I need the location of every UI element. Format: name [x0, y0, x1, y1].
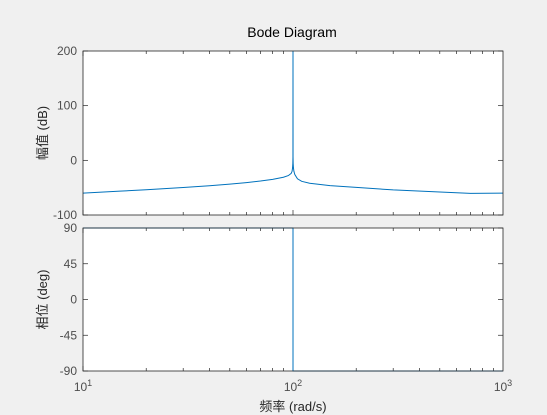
- y-tick-label: -100: [53, 208, 77, 222]
- y-tick-label: -45: [60, 328, 78, 342]
- y-tick-label: 200: [57, 44, 77, 58]
- y-tick-label: 45: [64, 257, 78, 271]
- phase-tick-labels: -90 -45 0 45 90 101 102 103: [60, 221, 513, 394]
- phase-ylabel: 相位 (deg): [35, 270, 50, 330]
- y-tick-label: 0: [70, 153, 77, 167]
- magnitude-ylabel: 幅值 (dB): [35, 106, 50, 160]
- x-tick-label: 101: [74, 378, 92, 394]
- phase-frame: [82, 227, 504, 372]
- magnitude-axes[interactable]: -100 0 100 200 幅值 (dB): [35, 44, 504, 222]
- x-tick-label: 103: [494, 378, 512, 394]
- y-tick-label: 0: [70, 293, 77, 307]
- magnitude-curve: [82, 50, 504, 194]
- magnitude-frame: [82, 50, 504, 216]
- frequency-xlabel: 频率 (rad/s): [259, 399, 326, 414]
- magnitude-ticks: [82, 50, 503, 216]
- y-tick-label: 100: [57, 99, 77, 113]
- phase-axes[interactable]: -90 -45 0 45 90 101 102 103 相位 (deg) 频率 (rad/s): [35, 221, 512, 414]
- x-tick-label: 102: [284, 378, 302, 394]
- magnitude-tick-labels: -100 0 100 200: [53, 44, 77, 222]
- y-tick-label: 90: [64, 221, 78, 235]
- chart-title: Bode Diagram: [247, 24, 337, 40]
- y-tick-label: -90: [60, 364, 78, 378]
